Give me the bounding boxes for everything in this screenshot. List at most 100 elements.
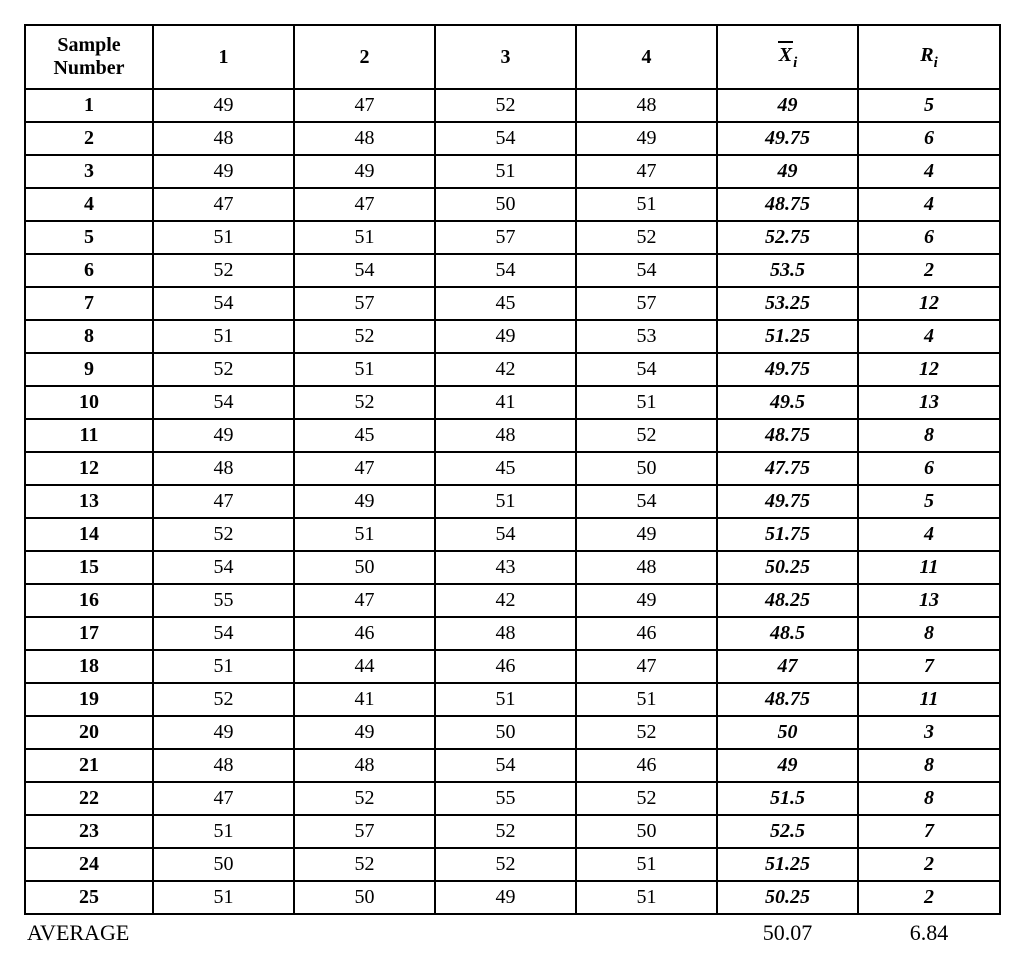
data-cell: 54: [153, 617, 294, 650]
data-cell: 52: [153, 353, 294, 386]
data-cell: 54: [435, 122, 576, 155]
data-cell: 49: [435, 320, 576, 353]
xbar-cell: 53.5: [717, 254, 858, 287]
data-cell: 51: [576, 386, 717, 419]
average-xbar: 50.07: [717, 914, 858, 950]
data-cell: 51: [294, 353, 435, 386]
table-row: 149475248495: [25, 89, 1000, 122]
xbar-cell: 49.5: [717, 386, 858, 419]
data-cell: 57: [294, 287, 435, 320]
table-row: 44747505148.754: [25, 188, 1000, 221]
data-cell: 47: [153, 485, 294, 518]
xbar-cell: 49: [717, 749, 858, 782]
data-cell: 49: [294, 716, 435, 749]
data-cell: 54: [576, 485, 717, 518]
data-cell: 51: [435, 683, 576, 716]
data-cell: 57: [294, 815, 435, 848]
data-cell: 46: [294, 617, 435, 650]
sample-number-cell: 8: [25, 320, 153, 353]
data-cell: 47: [576, 650, 717, 683]
data-cell: 54: [576, 254, 717, 287]
r-cell: 2: [858, 254, 1000, 287]
data-cell: 52: [576, 221, 717, 254]
table-row: 75457455753.2512: [25, 287, 1000, 320]
data-cell: 51: [153, 221, 294, 254]
data-cell: 55: [153, 584, 294, 617]
sample-header-line1: Sample: [30, 34, 148, 57]
data-cell: 48: [435, 617, 576, 650]
xbar-cell: 48.5: [717, 617, 858, 650]
data-cell: 51: [576, 848, 717, 881]
data-cell: 41: [294, 683, 435, 716]
sample-number-cell: 17: [25, 617, 153, 650]
r-cell: 8: [858, 617, 1000, 650]
sample-number-cell: 18: [25, 650, 153, 683]
r-cell: 3: [858, 716, 1000, 749]
data-cell: 54: [435, 749, 576, 782]
data-cell: 43: [435, 551, 576, 584]
data-cell: 54: [153, 551, 294, 584]
r-cell: 7: [858, 650, 1000, 683]
data-cell: 50: [576, 815, 717, 848]
data-cell: 42: [435, 353, 576, 386]
data-cell: 55: [435, 782, 576, 815]
r-cell: 2: [858, 848, 1000, 881]
sample-number-cell: 16: [25, 584, 153, 617]
r-cell: 4: [858, 320, 1000, 353]
r-cell: 12: [858, 287, 1000, 320]
xbar-cell: 51.5: [717, 782, 858, 815]
data-cell: 52: [153, 683, 294, 716]
xbar-cell: 51.25: [717, 320, 858, 353]
data-cell: 47: [294, 188, 435, 221]
sample-number-cell: 14: [25, 518, 153, 551]
data-cell: 54: [294, 254, 435, 287]
data-cell: 51: [435, 155, 576, 188]
data-cell: 54: [435, 518, 576, 551]
table-row: 235157525052.57: [25, 815, 1000, 848]
r-cell: 6: [858, 122, 1000, 155]
table-row: 224752555251.58: [25, 782, 1000, 815]
r-cell: 13: [858, 584, 1000, 617]
table-row: 245052525151.252: [25, 848, 1000, 881]
data-cell: 51: [153, 881, 294, 914]
data-cell: 47: [294, 452, 435, 485]
data-cell: 52: [153, 518, 294, 551]
data-cell: 54: [153, 386, 294, 419]
data-cell: 52: [435, 848, 576, 881]
data-cell: 51: [435, 485, 576, 518]
data-cell: 50: [435, 188, 576, 221]
table-row: 95251425449.7512: [25, 353, 1000, 386]
table-row: 195241515148.7511: [25, 683, 1000, 716]
xbar-symbol: X: [778, 43, 793, 68]
data-cell: 50: [294, 551, 435, 584]
table-body: 14947524849524848544949.7563494951474944…: [25, 89, 1000, 914]
data-cell: 44: [294, 650, 435, 683]
r-cell: 5: [858, 485, 1000, 518]
data-cell: 54: [435, 254, 576, 287]
data-cell: 57: [576, 287, 717, 320]
r-cell: 8: [858, 782, 1000, 815]
data-cell: 48: [153, 452, 294, 485]
data-cell: 52: [294, 848, 435, 881]
xbar-cell: 47: [717, 650, 858, 683]
sample-number-cell: 21: [25, 749, 153, 782]
col-header-sample: Sample Number: [25, 25, 153, 89]
xbar-cell: 50: [717, 716, 858, 749]
data-cell: 49: [576, 584, 717, 617]
sample-number-cell: 22: [25, 782, 153, 815]
data-cell: 52: [435, 89, 576, 122]
data-cell: 49: [435, 881, 576, 914]
data-cell: 51: [294, 518, 435, 551]
data-cell: 42: [435, 584, 576, 617]
sample-number-cell: 2: [25, 122, 153, 155]
r-cell: 4: [858, 188, 1000, 221]
table-row: 85152495351.254: [25, 320, 1000, 353]
table-row: 134749515449.755: [25, 485, 1000, 518]
xbar-cell: 48.75: [717, 188, 858, 221]
average-label: AVERAGE: [25, 914, 153, 950]
r-cell: 4: [858, 518, 1000, 551]
table-row: 65254545453.52: [25, 254, 1000, 287]
data-cell: 49: [576, 122, 717, 155]
data-cell: 48: [294, 749, 435, 782]
col-header-2: 2: [294, 25, 435, 89]
